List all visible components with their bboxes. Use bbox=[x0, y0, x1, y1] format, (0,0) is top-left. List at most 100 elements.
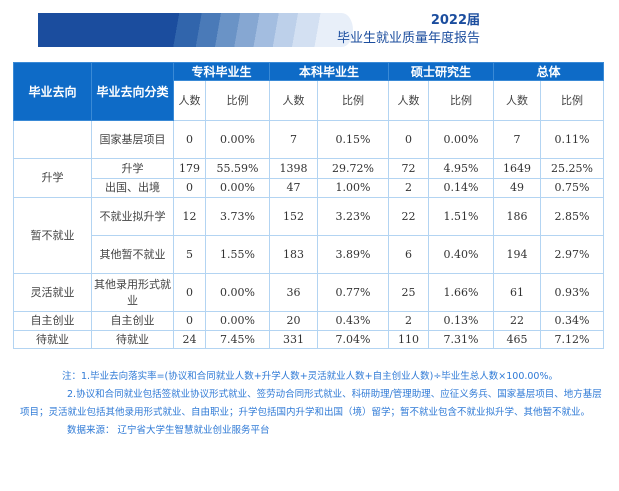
table-row: 待就业 待就业 24 7.45% 331 7.04% 110 7.31% 465… bbox=[13, 330, 604, 349]
value-cell: 183 bbox=[269, 235, 318, 274]
value-cell: 7.31% bbox=[428, 330, 494, 349]
value-cell: 3.73% bbox=[205, 197, 270, 236]
destination-cell: 升学 bbox=[13, 158, 92, 198]
value-cell: 25 bbox=[388, 273, 429, 312]
report-year: 2022届 bbox=[430, 13, 480, 28]
header-group-total: 总体 bbox=[493, 62, 604, 81]
value-cell: 0.77% bbox=[317, 273, 389, 312]
value-cell: 0 bbox=[173, 311, 206, 331]
category-cell: 自主创业 bbox=[91, 311, 174, 331]
header-category: 毕业去向分类 bbox=[91, 62, 174, 121]
category-cell: 其他录用形式就业 bbox=[91, 273, 174, 312]
value-cell: 179 bbox=[173, 158, 206, 179]
value-cell: 3.23% bbox=[317, 197, 389, 236]
value-cell: 331 bbox=[269, 330, 318, 349]
value-cell: 2 bbox=[388, 311, 429, 331]
category-cell: 国家基层项目 bbox=[91, 120, 174, 159]
value-cell: 152 bbox=[269, 197, 318, 236]
value-cell: 36 bbox=[269, 273, 318, 312]
table-row: 自主创业 自主创业 0 0.00% 20 0.43% 2 0.13% 22 0.… bbox=[13, 311, 604, 331]
subheader-count: 人数 bbox=[388, 80, 429, 121]
header-group-undergraduate: 本科毕业生 bbox=[269, 62, 389, 81]
value-cell: 0.00% bbox=[205, 311, 270, 331]
value-cell: 0.00% bbox=[205, 120, 270, 159]
value-cell: 1649 bbox=[493, 158, 541, 179]
value-cell: 7.04% bbox=[317, 330, 389, 349]
header-group-junior-college: 专科毕业生 bbox=[173, 62, 270, 81]
table-row: 灵活就业 其他录用形式就业 0 0.00% 36 0.77% 25 1.66% … bbox=[13, 273, 604, 312]
value-cell: 7.45% bbox=[205, 330, 270, 349]
value-cell: 465 bbox=[493, 330, 541, 349]
value-cell: 3.89% bbox=[317, 235, 389, 274]
value-cell: 22 bbox=[388, 197, 429, 236]
subheader-count: 人数 bbox=[493, 80, 541, 121]
table-row: 暂不就业 不就业拟升学 12 3.73% 152 3.23% 22 1.51% … bbox=[13, 197, 604, 274]
value-cell: 1398 bbox=[269, 158, 318, 179]
value-cell: 0.40% bbox=[428, 235, 494, 274]
value-cell: 0.93% bbox=[540, 273, 604, 312]
value-cell: 1.51% bbox=[428, 197, 494, 236]
value-cell: 24 bbox=[173, 330, 206, 349]
employment-destination-table: 毕业去向 毕业去向分类 专科毕业生 本科毕业生 硕士研究生 总体 人数 比例 人… bbox=[13, 62, 604, 349]
value-cell: 2.97% bbox=[540, 235, 604, 274]
value-cell: 110 bbox=[388, 330, 429, 349]
value-cell: 0.00% bbox=[205, 178, 270, 198]
table-row: 其他暂不就业 5 1.55% 183 3.89% 6 0.40% 194 2.9… bbox=[14, 235, 604, 274]
value-cell: 0.00% bbox=[205, 273, 270, 312]
destination-cell: 待就业 bbox=[13, 330, 92, 349]
value-cell: 0.34% bbox=[540, 311, 604, 331]
value-cell: 7 bbox=[493, 120, 541, 159]
value-cell: 0.13% bbox=[428, 311, 494, 331]
value-cell: 25.25% bbox=[540, 158, 604, 179]
value-cell: 0.00% bbox=[428, 120, 494, 159]
subheader-ratio: 比例 bbox=[428, 80, 494, 121]
value-cell: 20 bbox=[269, 311, 318, 331]
note-2: 2.协议和合同就业包括签就业协议形式就业、签劳动合同形式就业、科研助理/管理助理… bbox=[20, 389, 602, 418]
subheader-count: 人数 bbox=[269, 80, 318, 121]
subheader-ratio: 比例 bbox=[540, 80, 604, 121]
value-cell: 5 bbox=[173, 235, 206, 274]
destination-cell: 灵活就业 bbox=[13, 273, 92, 312]
category-cell: 升学 bbox=[91, 158, 174, 179]
value-cell: 0.15% bbox=[317, 120, 389, 159]
value-cell: 47 bbox=[269, 178, 318, 198]
category-cell: 出国、出境 bbox=[91, 178, 174, 198]
value-cell: 0 bbox=[173, 120, 206, 159]
note-1: 注：1.毕业去向落实率=(协议和合同就业人数+升学人数+灵活就业人数+自主创业人… bbox=[62, 371, 559, 382]
table-row: 出国、出境 0 0.00% 47 1.00% 2 0.14% 49 0.75% bbox=[14, 178, 604, 198]
destination-cell: 暂不就业 bbox=[13, 197, 92, 274]
value-cell: 29.72% bbox=[317, 158, 389, 179]
value-cell: 12 bbox=[173, 197, 206, 236]
value-cell: 1.66% bbox=[428, 273, 494, 312]
data-source: 数据来源： 辽宁省大学生智慧就业创业服务平台 bbox=[67, 425, 270, 436]
value-cell: 6 bbox=[388, 235, 429, 274]
subheader-count: 人数 bbox=[173, 80, 206, 121]
table-notes: 注：1.毕业去向落实率=(协议和合同就业人数+升学人数+灵活就业人数+自主创业人… bbox=[20, 368, 605, 440]
value-cell: 0.14% bbox=[428, 178, 494, 198]
value-cell: 2 bbox=[388, 178, 429, 198]
destination-cell: 自主创业 bbox=[13, 311, 92, 331]
category-cell: 其他暂不就业 bbox=[91, 235, 174, 274]
value-cell: 0 bbox=[388, 120, 429, 159]
subheader-ratio: 比例 bbox=[205, 80, 270, 121]
value-cell: 7 bbox=[269, 120, 318, 159]
value-cell: 22 bbox=[493, 311, 541, 331]
table-row: 国家基层项目 0 0.00% 7 0.15% 0 0.00% 7 0.11% bbox=[13, 120, 604, 159]
value-cell: 0.11% bbox=[540, 120, 604, 159]
value-cell: 1.55% bbox=[205, 235, 270, 274]
category-cell: 待就业 bbox=[91, 330, 174, 349]
value-cell: 72 bbox=[388, 158, 429, 179]
table-row: 升学 升学 179 55.59% 1398 29.72% 72 4.95% 16… bbox=[13, 158, 604, 198]
header-group-master: 硕士研究生 bbox=[388, 62, 494, 81]
value-cell: 1.00% bbox=[317, 178, 389, 198]
report-title: 毕业生就业质量年度报告 bbox=[336, 31, 480, 46]
header-banner bbox=[38, 13, 353, 47]
header-destination: 毕业去向 bbox=[13, 62, 92, 121]
value-cell: 49 bbox=[493, 178, 541, 198]
value-cell: 4.95% bbox=[428, 158, 494, 179]
subheader-ratio: 比例 bbox=[317, 80, 389, 121]
value-cell: 55.59% bbox=[205, 158, 270, 179]
report-title-block: 2022届 毕业生就业质量年度报告 bbox=[337, 12, 480, 48]
value-cell: 0 bbox=[173, 178, 206, 198]
value-cell: 0 bbox=[173, 273, 206, 312]
